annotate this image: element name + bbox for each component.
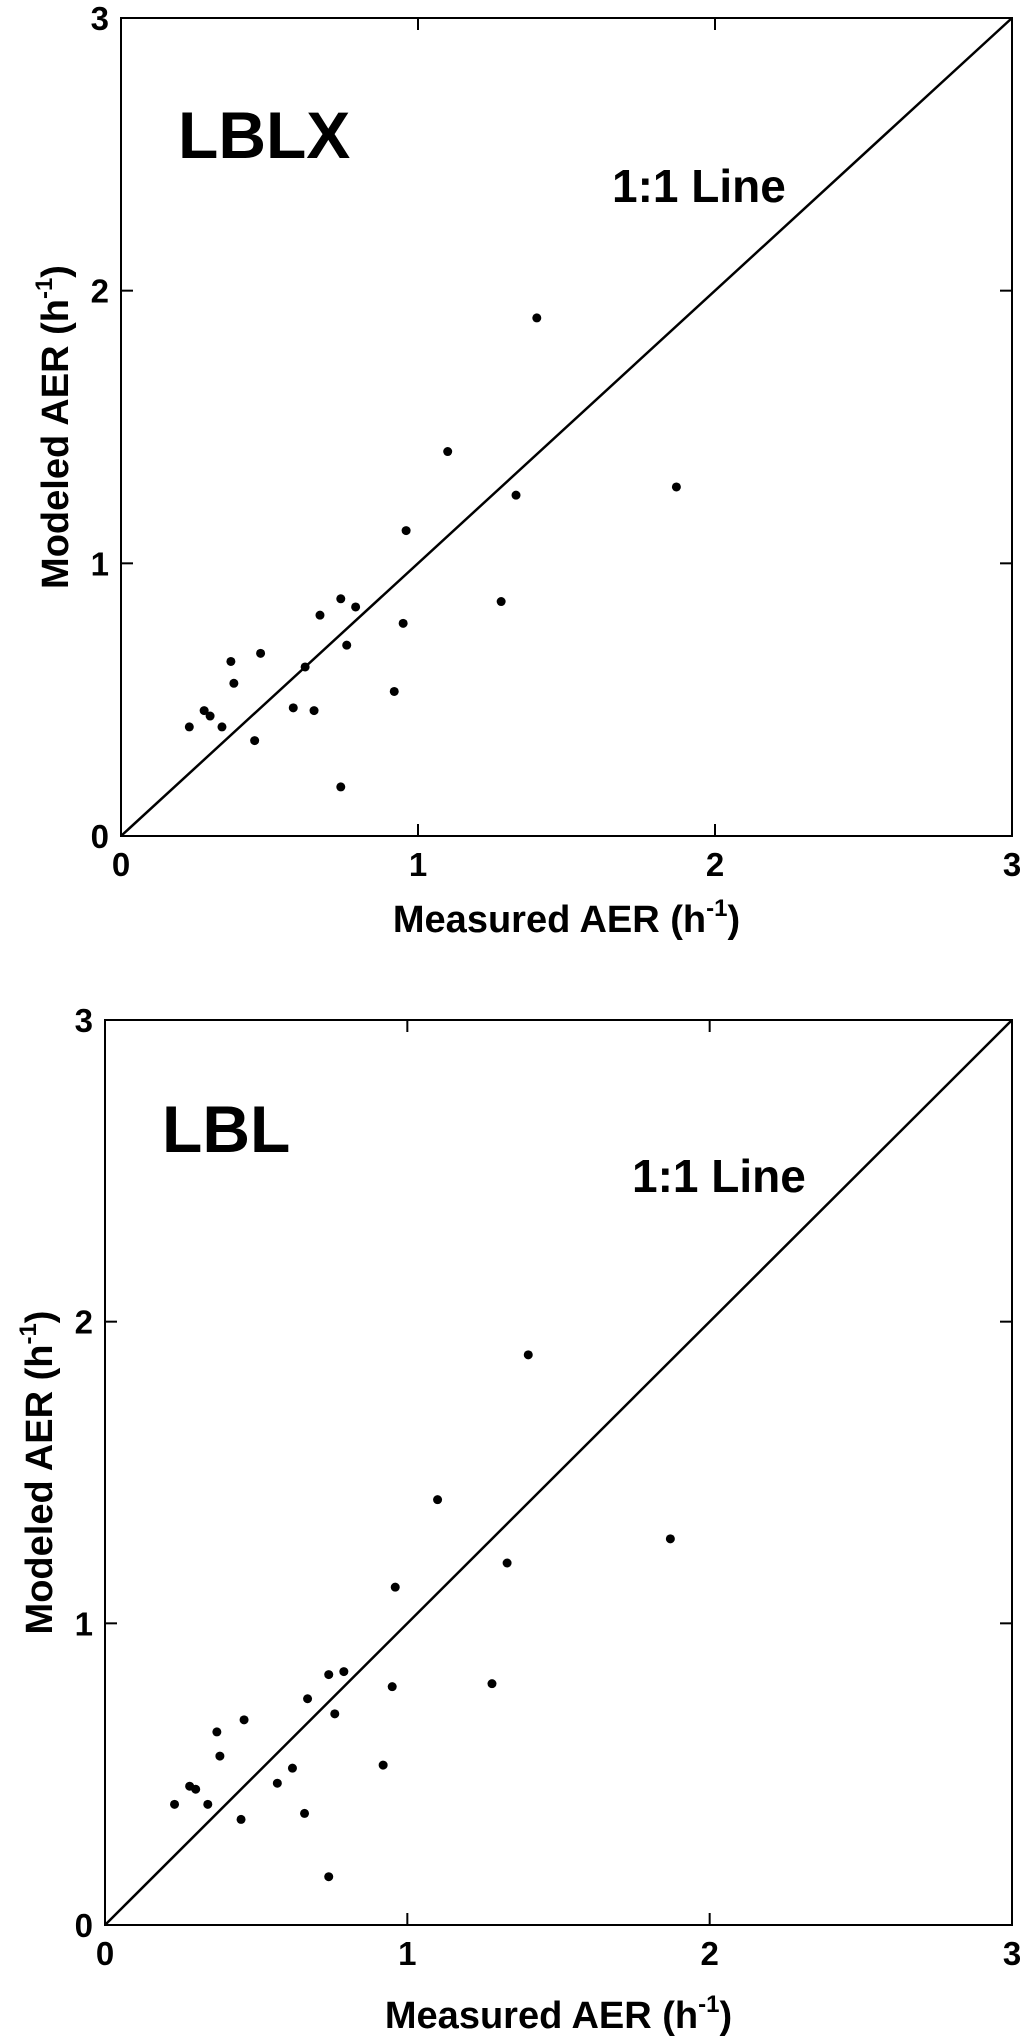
data-point xyxy=(300,1808,310,1818)
data-point xyxy=(336,594,346,604)
data-point xyxy=(191,1784,201,1794)
y-tick-label: 0 xyxy=(91,818,109,855)
chart-panel-1: 0 1 2 3 0 1 2 3 LBLX 1:1 Line Measured AER (h-1) Mo… xyxy=(31,0,1021,941)
x-tick-label: 1 xyxy=(409,846,427,883)
data-point xyxy=(287,1763,297,1773)
data-point xyxy=(256,648,266,658)
x-tick-label: 0 xyxy=(96,1935,114,1972)
data-point xyxy=(398,618,408,628)
data-point xyxy=(389,686,399,696)
data-point xyxy=(203,1799,213,1809)
y-axis-label: Modeled AER (h-1) xyxy=(31,265,77,589)
x-tick-label: 2 xyxy=(706,846,724,883)
y-axis-label: Modeled AER (h-1) xyxy=(15,1311,61,1635)
data-point xyxy=(336,782,346,792)
y-tick-label: 3 xyxy=(91,0,109,37)
x-tick-label: 1 xyxy=(398,1935,416,1972)
data-point xyxy=(339,1667,349,1677)
data-point xyxy=(309,706,319,716)
data-point xyxy=(324,1670,334,1680)
data-point xyxy=(401,526,411,536)
x-tick-label: 2 xyxy=(700,1935,718,1972)
plot-frame xyxy=(120,17,1013,837)
x-axis-label: Measured AER (h-1) xyxy=(385,1991,732,2037)
panel-label: LBL xyxy=(162,1092,290,1166)
data-point xyxy=(390,1582,400,1592)
data-point xyxy=(215,1751,225,1761)
y-tick-label: 0 xyxy=(75,1907,93,1944)
data-point xyxy=(272,1778,282,1788)
panel-label: LBLX xyxy=(178,98,350,172)
data-point xyxy=(324,1872,334,1882)
data-point xyxy=(523,1350,533,1360)
data-point xyxy=(236,1814,246,1824)
data-point xyxy=(665,1534,675,1544)
data-point xyxy=(226,656,236,666)
data-point xyxy=(315,610,325,620)
data-point xyxy=(511,490,521,500)
one-to-one-line xyxy=(120,17,1013,837)
data-point xyxy=(303,1694,313,1704)
y-tick-label: 1 xyxy=(75,1605,93,1642)
data-point xyxy=(229,678,239,688)
data-point xyxy=(378,1760,388,1770)
data-point xyxy=(205,711,215,721)
data-point xyxy=(199,706,209,716)
data-point xyxy=(288,703,298,713)
data-point xyxy=(212,1727,222,1737)
data-point xyxy=(300,662,310,672)
data-point xyxy=(330,1709,340,1719)
y-tick-label: 3 xyxy=(75,1002,93,1039)
x-tick-label: 3 xyxy=(1003,846,1021,883)
y-tick-label: 2 xyxy=(75,1304,93,1341)
data-point xyxy=(184,722,194,732)
data-point xyxy=(433,1495,443,1505)
data-point xyxy=(496,597,506,607)
x-axis-label: Measured AER (h-1) xyxy=(393,895,740,941)
one-to-one-label: 1:1 Line xyxy=(632,1150,806,1202)
x-tick-label: 0 xyxy=(112,846,130,883)
data-point xyxy=(532,313,542,323)
data-point xyxy=(170,1799,180,1809)
y-tick-label: 1 xyxy=(91,545,109,582)
data-point xyxy=(487,1679,497,1689)
data-point xyxy=(239,1715,249,1725)
data-point xyxy=(250,736,260,746)
data-point xyxy=(443,447,453,457)
chart-panel-2: 0 1 2 3 0 1 2 3 LBL 1:1 Line Measured AER (h-1) Mod… xyxy=(15,1002,1021,2037)
data-point xyxy=(351,602,361,612)
data-point xyxy=(387,1682,397,1692)
data-point xyxy=(502,1558,512,1568)
y-tick-label: 2 xyxy=(91,273,109,310)
x-tick-label: 3 xyxy=(1003,1935,1021,1972)
data-point xyxy=(342,640,352,650)
one-to-one-line xyxy=(104,1019,1013,1926)
one-to-one-label: 1:1 Line xyxy=(612,160,786,212)
plot-frame xyxy=(104,1019,1013,1926)
data-point xyxy=(217,722,227,732)
data-point xyxy=(671,482,681,492)
